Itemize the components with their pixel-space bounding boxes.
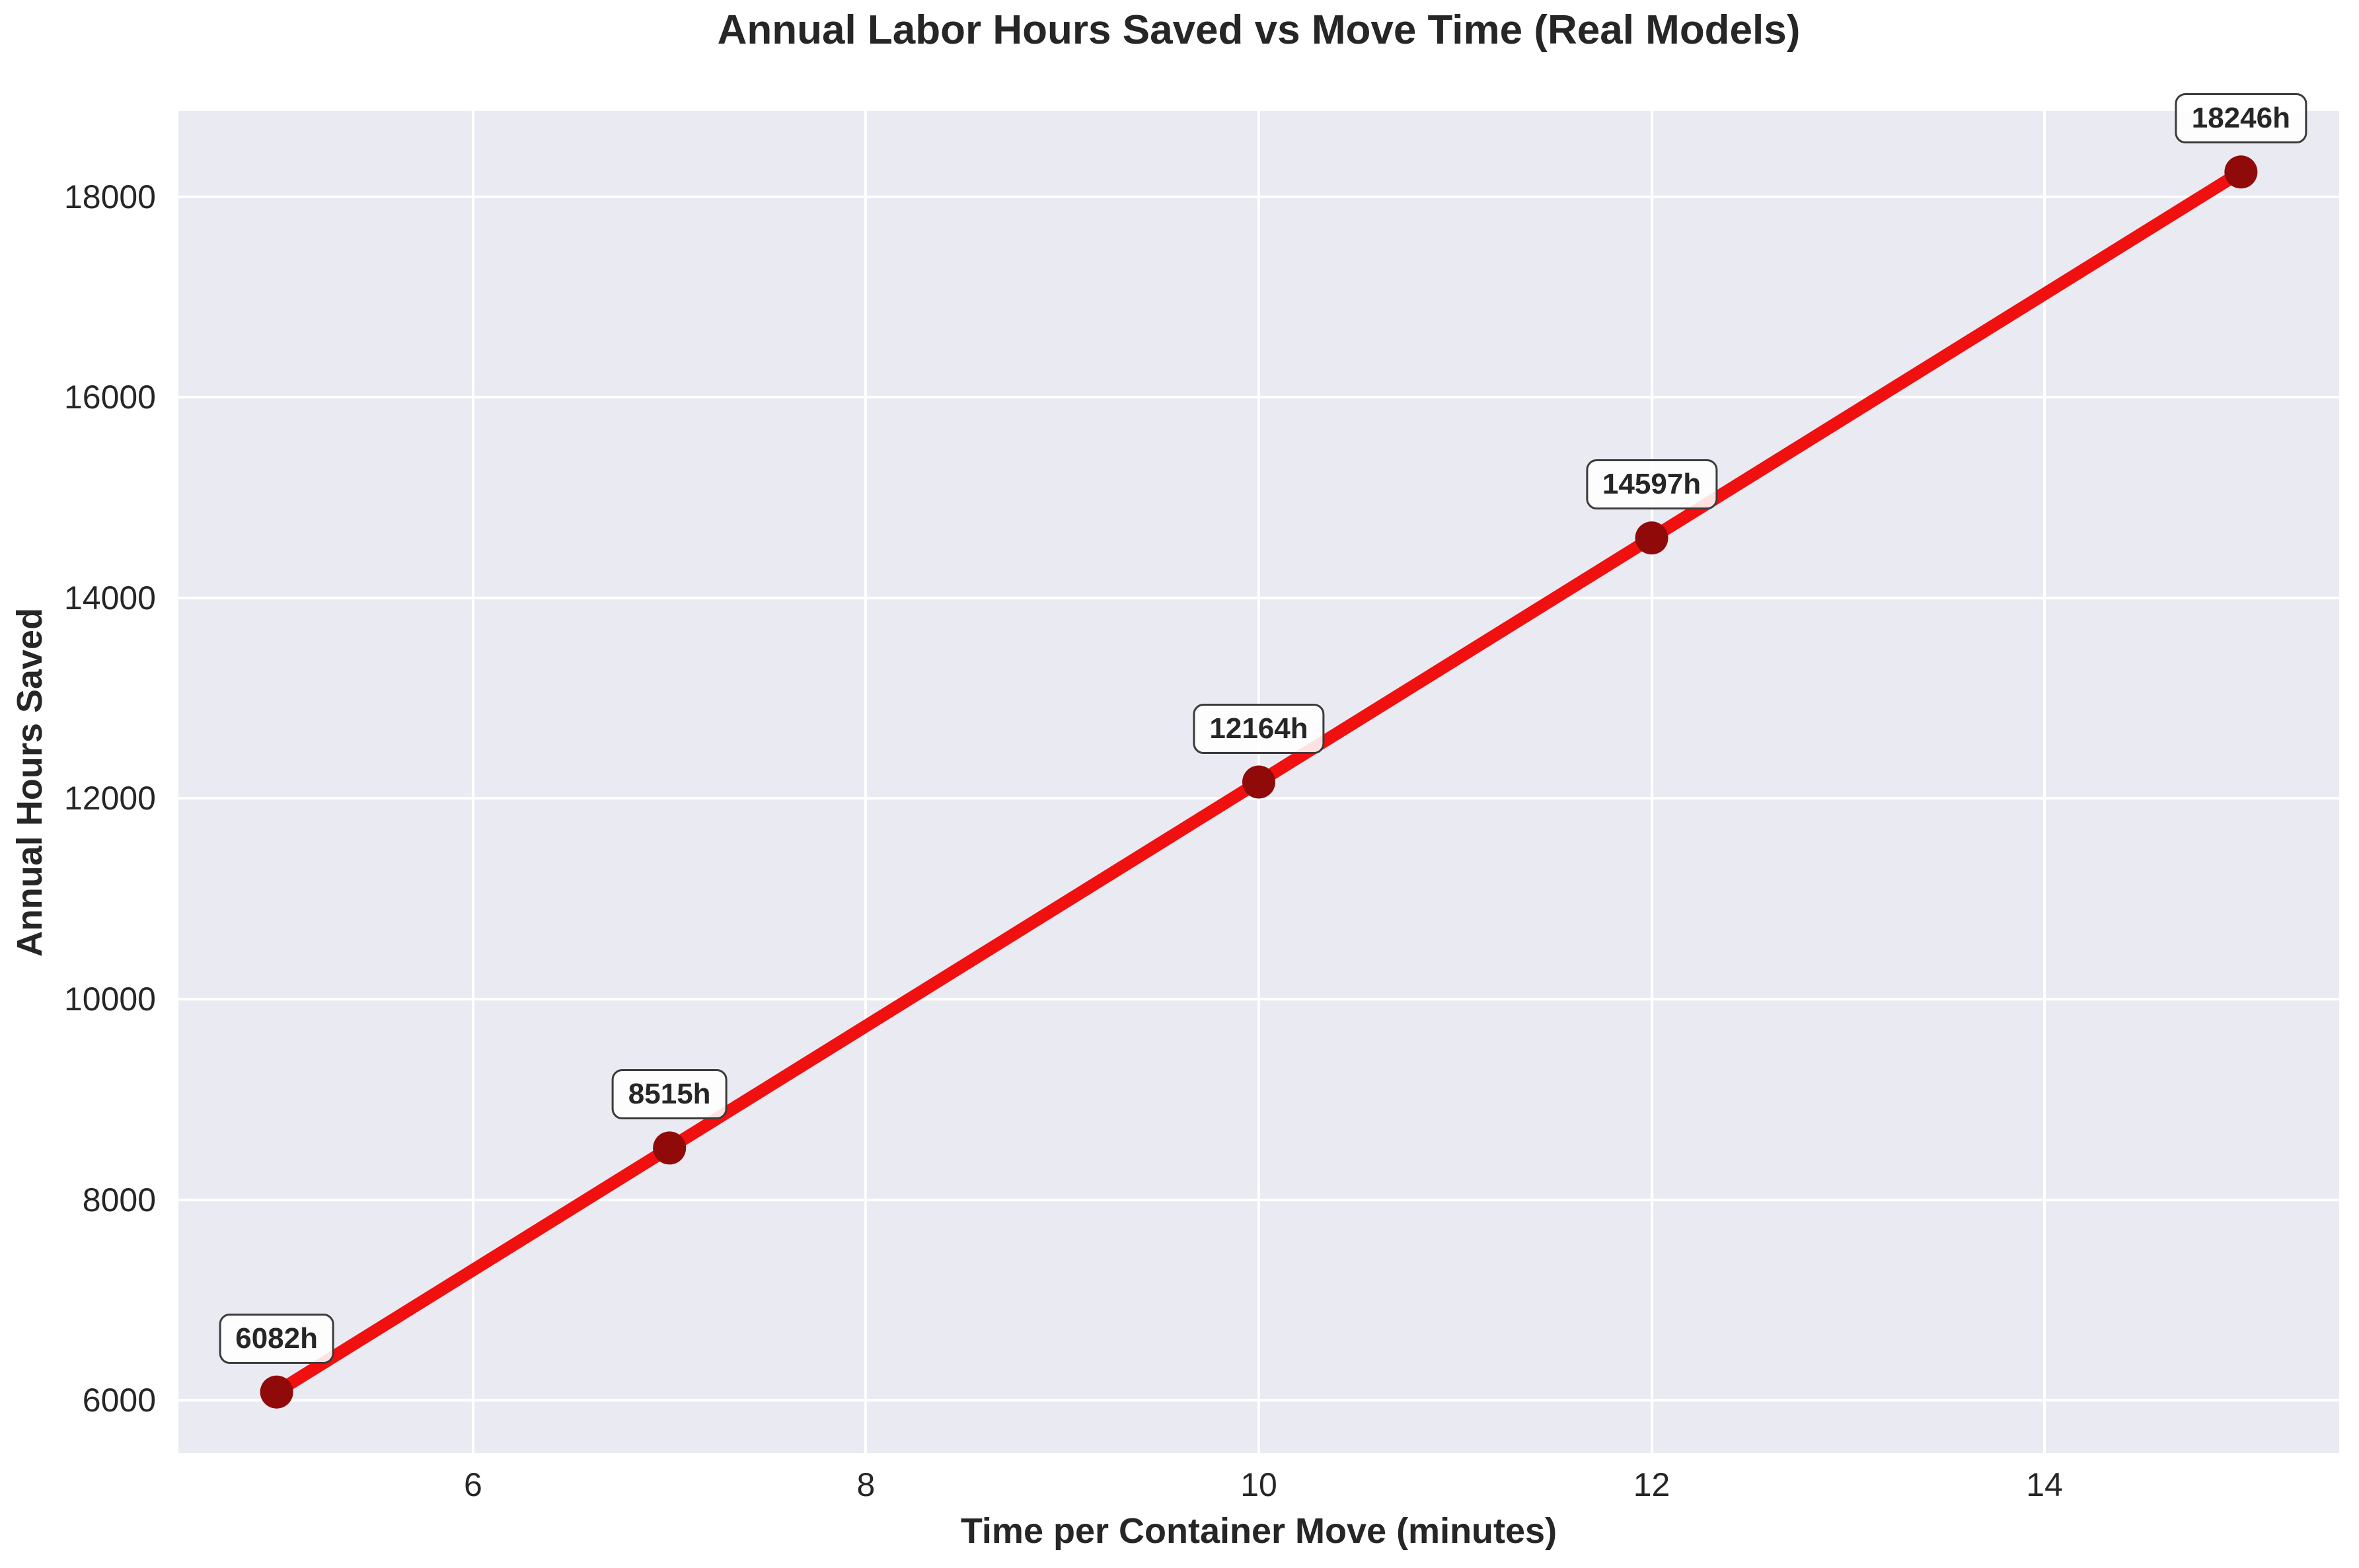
vertical-gridline [2043,111,2046,1453]
y-tick-label: 6000 [82,1382,156,1419]
horizontal-gridline [178,1198,2339,1201]
point-annotation: 18246h [2175,93,2307,144]
point-annotation: 8515h [611,1069,728,1120]
data-point-marker [260,1375,293,1409]
y-tick-label: 16000 [63,379,156,416]
data-point-marker [1242,765,1275,799]
point-annotation: 12164h [1193,703,1325,754]
horizontal-gridline [178,396,2339,399]
y-tick-label: 10000 [63,980,156,1018]
x-tick-label: 14 [2026,1466,2063,1503]
horizontal-gridline [178,195,2339,198]
vertical-gridline [471,111,474,1453]
x-axis-label: Time per Container Move (minutes) [960,1511,1557,1551]
data-point-marker [653,1131,687,1165]
y-axis-label: Annual Hours Saved [10,607,50,957]
x-tick-label: 6 [464,1466,482,1503]
vertical-gridline [1650,111,1653,1453]
point-annotation: 14597h [1585,459,1718,510]
y-tick-label: 12000 [63,780,156,817]
y-tick-label: 14000 [63,579,156,616]
horizontal-gridline [178,997,2339,1000]
horizontal-gridline [178,596,2339,599]
y-tick-label: 18000 [63,178,156,215]
vertical-gridline [864,111,868,1453]
data-point-marker [2224,155,2258,189]
x-tick-label: 12 [1633,1466,1670,1503]
chart-title: Annual Labor Hours Saved vs Move Time (R… [717,7,1801,53]
data-point-marker [1635,521,1668,555]
x-tick-label: 8 [856,1466,876,1503]
point-annotation: 6082h [219,1313,335,1364]
y-tick-label: 8000 [82,1181,156,1218]
horizontal-gridline [178,1399,2339,1402]
x-tick-label: 10 [1240,1466,1277,1503]
